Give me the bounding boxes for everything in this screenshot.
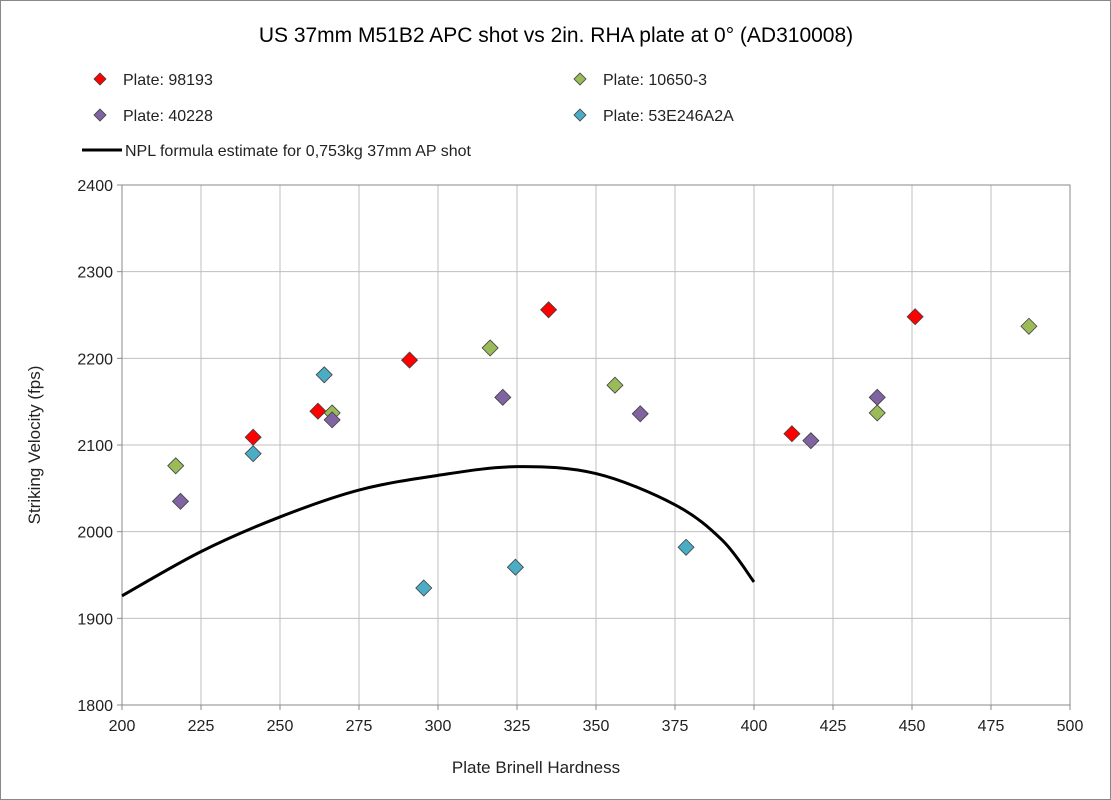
legend-item: Plate: 40228 (93, 108, 213, 125)
series-line-npl (121, 465, 756, 598)
legend-item: Plate: 53E246A2A (573, 108, 734, 125)
data-point-plate-53e246a2a (677, 538, 695, 556)
legend-diamond-icon (93, 108, 107, 122)
x-tick-label: 200 (109, 718, 136, 735)
y-tick-label: 2000 (77, 525, 113, 542)
legend-label: Plate: 53E246A2A (603, 108, 734, 125)
data-point-plate-98193 (783, 425, 801, 443)
data-point-plate-53e246a2a (415, 579, 433, 597)
x-tick-label: 350 (583, 718, 610, 735)
data-point-plate-10650-3 (606, 376, 624, 394)
data-point-plate-53e246a2a (315, 366, 333, 384)
x-tick-label: 475 (978, 718, 1005, 735)
axes: 200 225 250 275 300 325 350 375 400 425 450 475 500 1… (77, 178, 1083, 735)
data-point-plate-40228 (868, 388, 886, 406)
y-tick-label: 2100 (77, 438, 113, 455)
legend-label: Plate: 10650-3 (603, 72, 707, 89)
x-tick-label: 450 (899, 718, 926, 735)
x-tick-label: 400 (741, 718, 768, 735)
legend-diamond-icon (573, 72, 587, 86)
legend-item: Plate: 10650-3 (573, 72, 707, 89)
data-point-plate-10650-3 (481, 339, 499, 357)
legend-label: NPL formula estimate for 0,753kg 37mm AP… (125, 143, 472, 160)
data-point-plate-40228 (171, 492, 190, 510)
x-tick-label: 500 (1057, 718, 1084, 735)
x-tick-label: 375 (662, 718, 689, 735)
y-tick-label: 2200 (77, 351, 113, 368)
legend-label: Plate: 98193 (123, 72, 213, 89)
legend-diamond-icon (573, 108, 587, 122)
chart-title: US 37mm M51B2 APC shot vs 2in. RHA plate… (259, 24, 853, 47)
legend-label: Plate: 40228 (123, 108, 213, 125)
y-axis-label: Striking Velocity (fps) (25, 366, 44, 525)
y-tick-label: 2400 (77, 178, 113, 195)
y-tick-label: 1900 (77, 611, 113, 628)
data-point-plate-98193 (540, 301, 558, 319)
x-tick-label: 225 (188, 718, 215, 735)
legend-item: Plate: 98193 (93, 72, 213, 89)
data-point-plate-40228 (631, 405, 649, 423)
x-tick-label: 425 (820, 718, 847, 735)
data-point-plate-40228 (494, 388, 512, 406)
x-tick-label: 325 (504, 718, 531, 735)
data-point-plate-98193 (400, 351, 419, 369)
data-point-plate-98193 (309, 402, 327, 420)
data-point-plate-10650-3 (868, 404, 886, 422)
legend-item: NPL formula estimate for 0,753kg 37mm AP… (82, 143, 472, 160)
data-point-plate-53e246a2a (506, 558, 524, 576)
x-tick-label: 250 (267, 718, 294, 735)
grid (121, 184, 1071, 706)
x-tick-label: 275 (346, 718, 373, 735)
legend-diamond-icon (93, 72, 107, 86)
x-axis-label: Plate Brinell Hardness (452, 758, 620, 777)
data-point-plate-40228 (323, 411, 341, 429)
y-tick-label: 1800 (77, 698, 113, 715)
data-point-plate-10650-3 (1020, 317, 1038, 335)
y-tick-label: 2300 (77, 265, 113, 282)
series-group (121, 301, 1038, 598)
legend: Plate: 98193 Plate: 10650-3 Plate: 40228 Pl… (82, 72, 734, 160)
x-tick-label: 300 (425, 718, 452, 735)
data-point-plate-40228 (802, 432, 820, 450)
data-point-plate-98193 (906, 308, 924, 326)
data-point-plate-10650-3 (167, 457, 185, 475)
data-point-plate-53e246a2a (244, 445, 262, 463)
